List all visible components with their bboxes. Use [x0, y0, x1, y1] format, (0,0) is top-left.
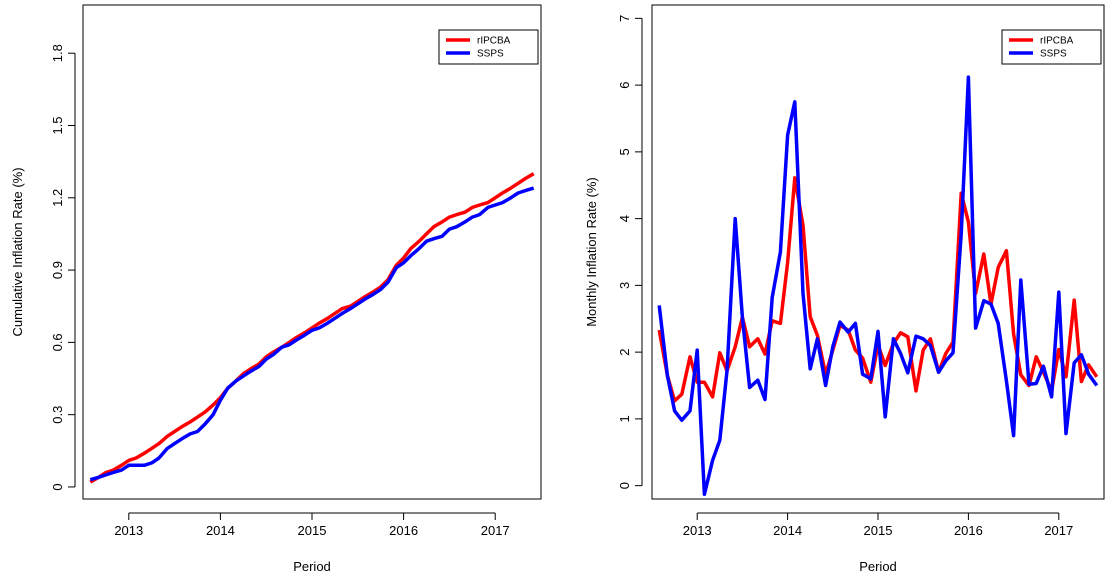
x-tick-label: 2013 — [683, 523, 712, 538]
y-tick-label: 0.6 — [50, 333, 65, 351]
y-axis-label: Cumulative Inflation Rate (%) — [10, 167, 25, 336]
y-tick-label: 7 — [617, 15, 632, 22]
y-tick-label: 4 — [617, 215, 632, 222]
y-tick-label: 1 — [617, 415, 632, 422]
x-tick-label: 2015 — [298, 523, 327, 538]
x-tick-label: 2017 — [1044, 523, 1073, 538]
plot-frame — [651, 4, 1105, 500]
y-tick-label: 3 — [617, 282, 632, 289]
x-tick-label: 2014 — [773, 523, 802, 538]
y-tick-label: 6 — [617, 81, 632, 88]
legend-box — [438, 29, 539, 65]
y-tick-label: 0 — [50, 483, 65, 490]
y-tick-label: 0 — [617, 482, 632, 489]
y-tick-label: 0.3 — [50, 406, 65, 424]
y-tick-label: 2 — [617, 349, 632, 356]
series-line-ripcba — [89, 172, 535, 484]
series-line-ssps — [89, 186, 535, 482]
legend-label-ssps: SSPS — [1040, 49, 1067, 60]
y-tick-label: 1.2 — [50, 189, 65, 207]
x-tick-label: 2017 — [481, 523, 510, 538]
y-tick-label: 1.8 — [50, 44, 65, 62]
legend-box — [1001, 29, 1102, 65]
legend-label-ripcba: rIPCBA — [1040, 36, 1074, 47]
x-tick-label: 2014 — [206, 523, 235, 538]
legend-label-ssps: SSPS — [477, 49, 504, 60]
legend: rIPCBA SSPS — [438, 29, 539, 65]
legend-label-ripcba: rIPCBA — [477, 36, 511, 47]
series-line-ripcba — [657, 176, 1099, 403]
monthly-inflation-chart: 2013 2014 2015 2016 2017 0 1 2 3 4 5 6 7 Period Monthl… — [584, 4, 1105, 574]
x-tick-label: 2016 — [389, 523, 418, 538]
y-tick-label: 1.5 — [50, 116, 65, 134]
x-axis-label: Period — [859, 559, 897, 574]
legend: rIPCBA SSPS — [1001, 29, 1102, 65]
cumulative-inflation-chart: 2013 2014 2015 2016 2017 0 0.3 0.6 0.9 1.2 1.5 1.8 P… — [10, 4, 542, 574]
plot-frame — [82, 4, 542, 500]
x-axis-label: Period — [293, 559, 331, 574]
x-tick-label: 2015 — [864, 523, 893, 538]
y-tick-label: 5 — [617, 148, 632, 155]
series-line-ssps — [657, 75, 1099, 497]
x-tick-label: 2013 — [114, 523, 143, 538]
y-tick-label: 0.9 — [50, 261, 65, 279]
x-tick-label: 2016 — [954, 523, 983, 538]
y-axis-label: Monthly Inflation Rate (%) — [584, 177, 599, 327]
